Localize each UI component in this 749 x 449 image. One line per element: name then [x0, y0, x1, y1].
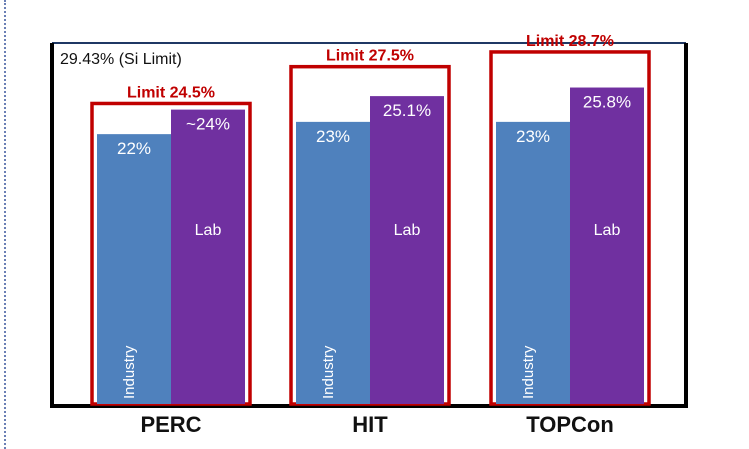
series-label-industry: Industry — [320, 345, 337, 399]
bar-industry-perc — [97, 134, 171, 404]
value-label-lab: 25.1% — [383, 101, 431, 120]
bar-industry-topcon — [496, 121, 570, 404]
value-label-industry: 23% — [516, 127, 550, 146]
series-label-industry: Industry — [520, 345, 537, 399]
value-label-industry: 22% — [117, 139, 151, 158]
series-label-industry: Industry — [121, 345, 138, 399]
limit-label: Limit 28.7% — [526, 33, 614, 50]
category-label-perc: PERC — [140, 412, 201, 437]
bar-lab-perc — [171, 109, 245, 405]
value-label-industry: 23% — [316, 127, 350, 146]
bar-lab-topcon — [570, 87, 644, 405]
series-label-lab: Lab — [594, 222, 621, 239]
page-left-border — [4, 0, 6, 449]
series-label-lab: Lab — [394, 222, 421, 239]
category-label-hit: HIT — [352, 412, 388, 437]
bar-industry-hit — [296, 121, 370, 404]
limit-label: Limit 27.5% — [326, 48, 414, 65]
category-label-topcon: TOPCon — [526, 412, 614, 437]
value-label-lab: 25.8% — [583, 93, 631, 112]
bar-lab-hit — [370, 96, 444, 404]
limit-label: Limit 24.5% — [127, 84, 215, 101]
si-limit-label: 29.43% (Si Limit) — [60, 51, 182, 68]
series-label-lab: Lab — [195, 222, 222, 239]
value-label-lab: ~24% — [186, 115, 230, 134]
